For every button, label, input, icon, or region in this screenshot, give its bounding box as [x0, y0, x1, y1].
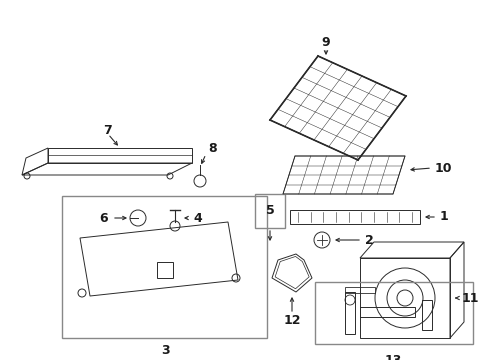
Text: 10: 10 — [434, 162, 451, 175]
Bar — [289, 210, 419, 224]
Bar — [421, 300, 431, 330]
Bar — [62, 196, 266, 338]
Text: 12: 12 — [283, 314, 300, 327]
Text: 11: 11 — [461, 292, 479, 305]
Text: 1: 1 — [439, 211, 448, 224]
Text: 13: 13 — [384, 354, 401, 360]
Bar — [359, 258, 449, 338]
Text: 2: 2 — [364, 234, 373, 247]
Bar — [345, 287, 374, 293]
Text: 8: 8 — [207, 141, 216, 154]
Text: 6: 6 — [99, 211, 108, 225]
Bar — [314, 282, 472, 344]
Text: 9: 9 — [321, 36, 329, 49]
Text: 5: 5 — [265, 204, 274, 217]
Text: 4: 4 — [193, 211, 202, 225]
Text: 7: 7 — [103, 123, 112, 136]
Text: 3: 3 — [161, 343, 169, 356]
Bar — [345, 292, 354, 334]
Bar — [157, 262, 173, 278]
Bar — [254, 194, 285, 228]
Bar — [359, 307, 414, 317]
